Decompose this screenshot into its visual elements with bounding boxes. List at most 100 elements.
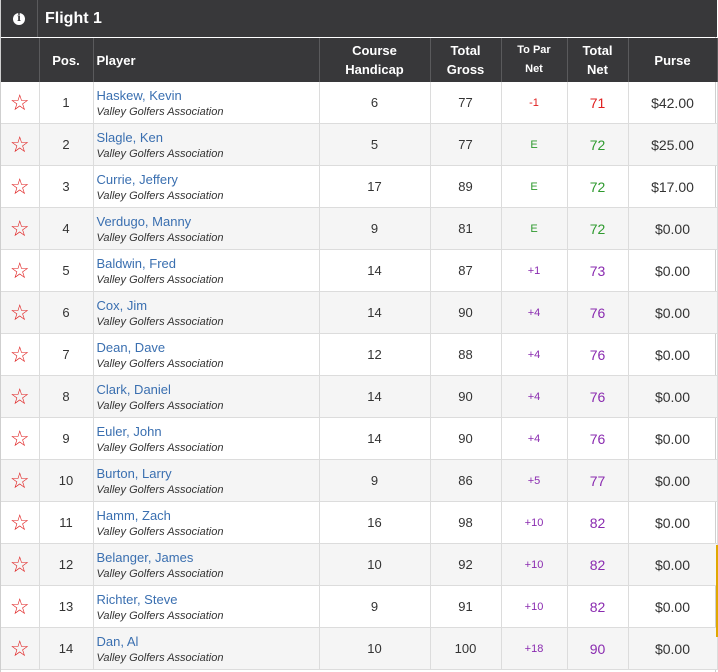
player-club: Valley Golfers Association (96, 148, 224, 160)
position-cell: 7 (39, 333, 94, 376)
net-cell: 82 (567, 501, 629, 544)
player-cell: Haskew, Kevin Valley Golfers Association (93, 82, 320, 124)
gross-cell: 92 (430, 543, 502, 586)
favorite-star-icon[interactable]: ☆ (1, 249, 40, 292)
position-cell: 5 (39, 249, 94, 292)
player-name-link[interactable]: Baldwin, Fred (96, 256, 176, 271)
gross-cell: 89 (430, 165, 502, 208)
to-par-cell: +4 (501, 291, 568, 334)
favorite-star-icon[interactable]: ☆ (1, 501, 40, 544)
to-par-cell: +10 (501, 543, 568, 586)
favorite-star-icon[interactable]: ☆ (1, 207, 40, 250)
favorite-star-icon[interactable]: ☆ (1, 82, 40, 124)
player-name-link[interactable]: Richter, Steve (96, 592, 178, 607)
favorite-star-icon[interactable]: ☆ (1, 123, 40, 166)
player-name-link[interactable]: Haskew, Kevin (96, 88, 182, 103)
table-row: ☆ 9 Euler, John Valley Golfers Association 1… (1, 417, 718, 460)
table-row: ☆ 7 Dean, Dave Valley Golfers Association 12… (1, 333, 718, 376)
player-club: Valley Golfers Association (96, 568, 224, 580)
player-club: Valley Golfers Association (96, 232, 224, 244)
table-row: ☆ 13 Richter, Steve Valley Golfers Associat… (1, 585, 718, 628)
header-player[interactable]: Player (93, 38, 320, 82)
handicap-cell: 10 (319, 543, 431, 586)
header-to-par-net[interactable]: To Par Net (501, 38, 568, 82)
favorite-star-icon[interactable]: ☆ (1, 627, 40, 670)
to-par-cell: E (501, 123, 568, 166)
net-cell: 71 (567, 82, 629, 124)
player-club: Valley Golfers Association (96, 610, 224, 622)
handicap-cell: 14 (319, 417, 431, 460)
to-par-cell: +18 (501, 627, 568, 670)
to-par-cell: +1 (501, 249, 568, 292)
gross-cell: 90 (430, 291, 502, 334)
favorite-star-icon[interactable]: ☆ (1, 333, 40, 376)
player-name-link[interactable]: Verdugo, Manny (96, 214, 192, 229)
player-club: Valley Golfers Association (96, 358, 224, 370)
player-name-link[interactable]: Euler, John (96, 424, 162, 439)
handicap-cell: 14 (319, 375, 431, 418)
flight-header: i Flight 1 (1, 0, 717, 37)
purse-cell: $0.00 (628, 501, 718, 544)
position-cell: 4 (39, 207, 94, 250)
favorite-star-icon[interactable]: ☆ (1, 417, 40, 460)
player-name-link[interactable]: Clark, Daniel (96, 382, 171, 397)
table-row: ☆ 11 Hamm, Zach Valley Golfers Association 1… (1, 501, 718, 544)
handicap-cell: 12 (319, 333, 431, 376)
header-total-gross[interactable]: Total Gross (430, 38, 502, 82)
gross-cell: 77 (430, 82, 502, 124)
to-par-cell: +4 (501, 375, 568, 418)
to-par-cell: +10 (501, 501, 568, 544)
favorite-star-icon[interactable]: ☆ (1, 543, 40, 586)
header-handicap[interactable]: Course Handicap (319, 38, 431, 82)
position-cell: 14 (39, 627, 94, 670)
info-icon: i (13, 12, 25, 25)
favorite-star-icon[interactable]: ☆ (1, 291, 40, 334)
net-cell: 73 (567, 249, 629, 292)
handicap-cell: 5 (319, 123, 431, 166)
favorite-star-icon[interactable]: ☆ (1, 459, 40, 502)
gross-cell: 91 (430, 585, 502, 628)
gross-cell: 86 (430, 459, 502, 502)
net-cell: 77 (567, 459, 629, 502)
header-pos[interactable]: Pos. (39, 38, 94, 82)
favorite-star-icon[interactable]: ☆ (1, 375, 40, 418)
header-purse[interactable]: Purse (628, 38, 718, 82)
player-name-link[interactable]: Belanger, James (96, 550, 194, 565)
position-cell: 12 (39, 543, 94, 586)
player-cell: Dean, Dave Valley Golfers Association (93, 333, 320, 376)
net-cell: 72 (567, 165, 629, 208)
player-name-link[interactable]: Dan, Al (96, 634, 139, 649)
player-cell: Richter, Steve Valley Golfers Association (93, 585, 320, 628)
player-name-link[interactable]: Burton, Larry (96, 466, 172, 481)
player-cell: Slagle, Ken Valley Golfers Association (93, 123, 320, 166)
player-cell: Belanger, James Valley Golfers Associatio… (93, 543, 320, 586)
position-cell: 2 (39, 123, 94, 166)
position-cell: 9 (39, 417, 94, 460)
header-total-net[interactable]: Total Net (567, 38, 629, 82)
player-cell: Euler, John Valley Golfers Association (93, 417, 320, 460)
info-button[interactable]: i (1, 0, 38, 37)
position-cell: 1 (39, 82, 94, 124)
net-cell: 76 (567, 417, 629, 460)
table-row: ☆ 6 Cox, Jim Valley Golfers Association 14 90… (1, 291, 718, 334)
net-cell: 90 (567, 627, 629, 670)
player-name-link[interactable]: Hamm, Zach (96, 508, 171, 523)
player-name-link[interactable]: Slagle, Ken (96, 130, 164, 145)
header-favorite (1, 38, 40, 82)
favorite-star-icon[interactable]: ☆ (1, 165, 40, 208)
player-club: Valley Golfers Association (96, 526, 224, 538)
to-par-cell: E (501, 165, 568, 208)
position-cell: 13 (39, 585, 94, 628)
purse-cell: $25.00 (628, 123, 718, 166)
purse-cell: $17.00 (628, 165, 718, 208)
player-name-link[interactable]: Currie, Jeffery (96, 172, 178, 187)
gross-cell: 90 (430, 417, 502, 460)
handicap-cell: 9 (319, 207, 431, 250)
favorite-star-icon[interactable]: ☆ (1, 585, 40, 628)
purse-cell: $0.00 (628, 375, 718, 418)
player-name-link[interactable]: Cox, Jim (96, 298, 148, 313)
player-name-link[interactable]: Dean, Dave (96, 340, 166, 355)
to-par-cell: +5 (501, 459, 568, 502)
player-club: Valley Golfers Association (96, 652, 224, 664)
player-cell: Clark, Daniel Valley Golfers Association (93, 375, 320, 418)
